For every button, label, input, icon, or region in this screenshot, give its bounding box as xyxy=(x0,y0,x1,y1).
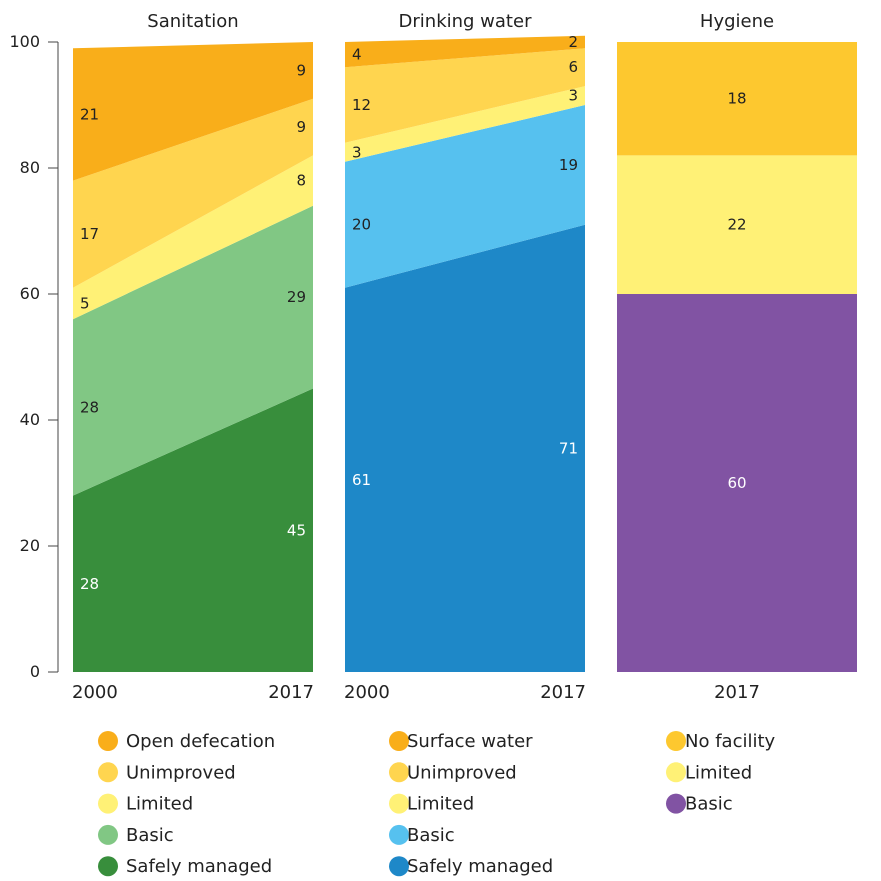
data-label: 12 xyxy=(352,96,371,114)
legend-swatch xyxy=(666,731,686,751)
segment-limited xyxy=(617,155,857,294)
data-label: 6 xyxy=(568,58,578,76)
segment-basic xyxy=(345,105,585,288)
segment-unimproved xyxy=(345,48,585,143)
data-label: 9 xyxy=(296,118,306,136)
data-label: 21 xyxy=(80,105,99,123)
data-label: 61 xyxy=(352,471,371,489)
panel-title: Hygiene xyxy=(700,11,774,32)
data-label: 20 xyxy=(352,216,371,234)
data-label: 60 xyxy=(727,474,746,492)
legend-label: Limited xyxy=(126,794,193,815)
legend-label: Unimproved xyxy=(126,762,236,783)
legend-label: Surface water xyxy=(407,731,533,752)
data-label: 8 xyxy=(296,172,306,190)
legend-label: Limited xyxy=(407,794,474,815)
legend-label: Limited xyxy=(685,762,752,783)
x-tick-label: 2000 xyxy=(72,682,118,703)
legend-label: Safely managed xyxy=(126,856,272,877)
segment-surface-water xyxy=(345,35,585,68)
legend-swatch xyxy=(98,731,118,751)
legend-swatch xyxy=(389,731,409,751)
segment-limited xyxy=(73,155,313,320)
segment-safely-managed xyxy=(345,224,585,672)
data-label: 19 xyxy=(559,156,578,174)
legend-swatch xyxy=(98,793,118,814)
data-label: 71 xyxy=(559,439,578,457)
legend-swatch xyxy=(98,856,118,877)
y-tick-label: 40 xyxy=(20,410,40,429)
data-label: 28 xyxy=(80,575,99,593)
panel-title: Sanitation xyxy=(147,11,238,32)
data-label: 4 xyxy=(352,46,362,64)
data-label: 28 xyxy=(80,398,99,416)
segment-unimproved xyxy=(73,98,313,288)
data-label: 5 xyxy=(80,294,90,312)
legend-swatch xyxy=(389,856,409,877)
legend-swatch xyxy=(666,793,686,814)
legend-swatch xyxy=(666,762,686,783)
y-tick-label: 100 xyxy=(9,32,40,51)
x-tick-label: 2017 xyxy=(714,682,760,703)
legend-label: Safely managed xyxy=(407,856,553,877)
data-label: 3 xyxy=(568,87,578,105)
x-tick-label: 2017 xyxy=(268,682,314,703)
y-tick-label: 0 xyxy=(30,662,40,681)
y-tick-label: 80 xyxy=(20,158,40,177)
legend-swatch xyxy=(389,793,409,814)
data-label: 17 xyxy=(80,225,99,243)
y-tick-label: 20 xyxy=(20,536,40,555)
segment-basic xyxy=(617,294,857,672)
segment-limited xyxy=(345,86,585,162)
legend-label: Basic xyxy=(126,825,174,846)
data-label: 3 xyxy=(352,143,362,161)
data-label: 9 xyxy=(296,61,306,79)
legend-label: Basic xyxy=(685,794,733,815)
data-label: 18 xyxy=(727,90,746,108)
legend-label: Basic xyxy=(407,825,455,846)
legend-swatch xyxy=(389,762,409,783)
legend-label: Open defecation xyxy=(126,731,275,752)
segment-basic xyxy=(73,205,313,496)
legend-label: No facility xyxy=(685,731,776,752)
data-label: 29 xyxy=(287,288,306,306)
legend-swatch xyxy=(389,824,409,845)
data-label: 2 xyxy=(568,33,578,51)
data-label: 22 xyxy=(727,216,746,234)
legend-swatch xyxy=(98,824,118,845)
x-tick-label: 2017 xyxy=(540,682,586,703)
legend-label: Unimproved xyxy=(407,762,517,783)
y-tick-label: 60 xyxy=(20,284,40,303)
data-label: 45 xyxy=(287,521,306,539)
x-tick-label: 2000 xyxy=(344,682,390,703)
segment-safely-managed xyxy=(73,388,313,672)
legend-swatch xyxy=(98,762,118,783)
segment-open-defecation xyxy=(73,42,313,181)
panel-title: Drinking water xyxy=(399,11,533,32)
segment-no-facility xyxy=(617,42,857,156)
